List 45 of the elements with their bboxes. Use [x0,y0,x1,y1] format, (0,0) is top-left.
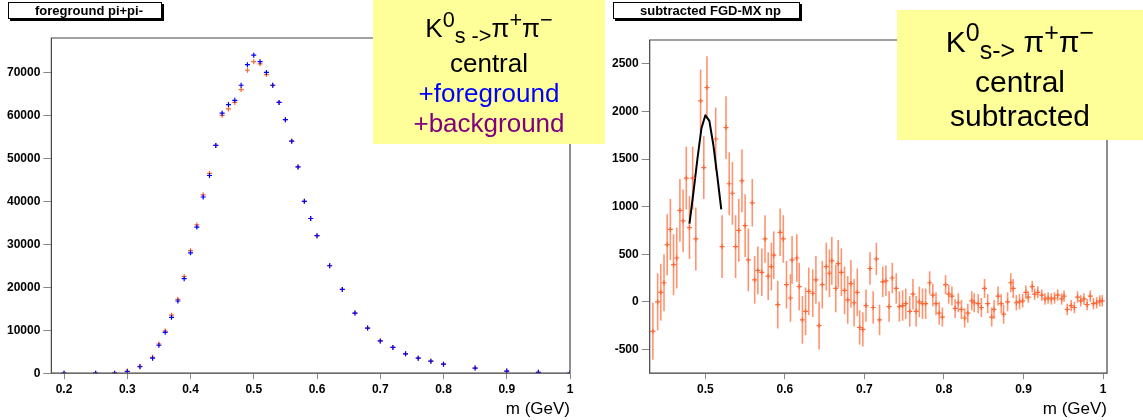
y-tick-label: 60000 [6,107,41,122]
chart-title: subtracted FGD-MX np [613,2,800,19]
y-tick-label: 1000 [611,198,640,213]
note-box: K$^{0}$$_{s->}$ π$^{+}$π$^{−}$ central subtracted [897,10,1143,140]
annotation: subtracted [948,99,1092,134]
annotation: K$^{0}$$_{s->}$ π$^{+}$π$^{−}$ [944,18,1096,65]
y-tick-label: 20000 [6,279,41,294]
x-tick-label: 0.4 [182,381,200,396]
x-tick-label: 1 [566,381,574,396]
x-tick-label: 0.6 [308,381,326,396]
annotation: central [973,64,1066,100]
x-tick-label: 0.9 [498,381,516,396]
y-tick-label: 2000 [611,103,640,118]
y-tick-label: 50000 [6,150,41,165]
x-tick-label: 0.2 [55,381,73,396]
x-tick-label: 0.5 [697,381,715,396]
x-tick-label: 0.9 [1015,381,1033,396]
point [238,86,245,93]
x-axis-title: m (GeV) [505,399,570,419]
y-tick-label: 10000 [6,322,41,337]
annotation: +foreground [417,77,561,109]
y-tick-label: 70000 [6,64,41,79]
point [225,105,232,113]
x-tick-label: 0.6 [776,381,794,396]
x-tick-label: 0.3 [118,381,136,396]
annotation: +background [412,107,566,139]
y-tick-label: 30000 [6,236,41,251]
x-tick-label: 0.8 [435,381,453,396]
x-tick-label: 0.8 [935,381,953,396]
x-tick-label: 1 [1099,381,1107,396]
annotation: central [448,47,529,79]
y-tick-label: 1500 [611,151,640,166]
annotation: K$^{0}$$_{s ->}$π$^{+}$π$^{−}$ [424,7,554,49]
x-tick-label: 0.7 [856,381,874,396]
x-tick-label: 0.7 [371,381,389,396]
chart-title: foreground pi+pi- [8,2,162,19]
y-tick-label: 40000 [6,193,41,208]
y-tick-label: 500 [618,246,640,261]
y-tick-label: 2500 [611,56,640,71]
y-tick-label: -500 [614,341,640,356]
x-axis-title: m (GeV) [1042,399,1107,419]
y-tick-label: 0 [33,365,41,380]
y-tick-label: 0 [632,294,640,309]
point [238,82,245,89]
x-tick-label: 0.5 [245,381,263,396]
